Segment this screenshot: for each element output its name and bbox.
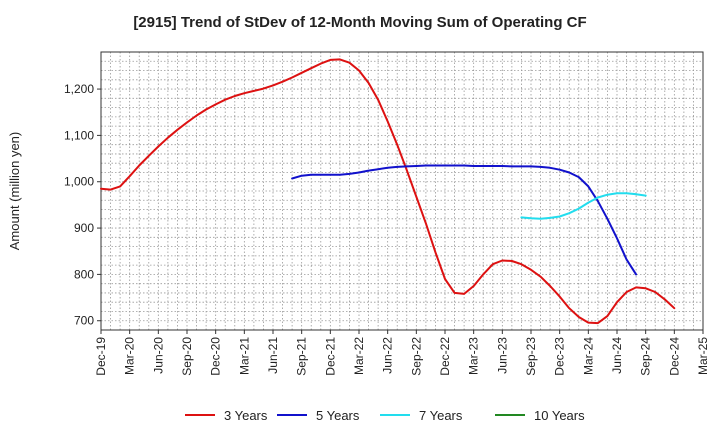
x-tick-label: Dec-19: [94, 337, 108, 376]
x-tick-label: Dec-24: [667, 337, 681, 376]
x-tick-label: Jun-23: [495, 337, 509, 374]
x-tick-label: Jun-24: [610, 337, 624, 374]
y-tick-label: 900: [74, 221, 94, 235]
series-line: [520, 192, 647, 220]
x-tick-label: Sep-20: [180, 337, 194, 376]
x-tick-label: Mar-20: [123, 337, 137, 375]
y-tick-label: 1,000: [64, 175, 94, 189]
y-tick-label: 800: [74, 267, 94, 281]
x-tick-label: Dec-21: [323, 337, 337, 376]
x-tick-label: Mar-23: [467, 337, 481, 375]
chart-title: [2915] Trend of StDev of 12-Month Moving…: [133, 14, 587, 31]
x-tick-label: Mar-21: [237, 337, 251, 375]
x-tick-label: Sep-22: [409, 337, 423, 376]
y-tick-label: 1,100: [64, 128, 94, 142]
y-tick-label: 1,200: [64, 82, 94, 96]
series-line: [100, 58, 676, 325]
series-line: [291, 164, 638, 276]
y-axis-title: Amount (million yen): [7, 132, 22, 251]
x-tick-label: Mar-25: [696, 337, 710, 375]
legend-label: 10 Years: [534, 408, 585, 423]
x-tick-label: Dec-20: [209, 337, 223, 376]
y-tick-label: 700: [74, 314, 94, 328]
x-tick-label: Jun-21: [266, 337, 280, 374]
x-tick-label: Sep-24: [639, 337, 653, 376]
x-tick-label: Mar-24: [581, 337, 595, 375]
x-tick-label: Sep-21: [295, 337, 309, 376]
x-tick-label: Dec-23: [553, 337, 567, 376]
x-tick-label: Jun-22: [381, 337, 395, 374]
legend-label: 3 Years: [224, 408, 268, 423]
x-tick-label: Mar-22: [352, 337, 366, 375]
x-tick-label: Jun-20: [151, 337, 165, 374]
plot-frame: [100, 51, 704, 331]
x-tick-label: Dec-22: [438, 337, 452, 376]
x-tick-label: Sep-23: [524, 337, 538, 376]
legend-label: 7 Years: [419, 408, 463, 423]
legend-label: 5 Years: [316, 408, 360, 423]
